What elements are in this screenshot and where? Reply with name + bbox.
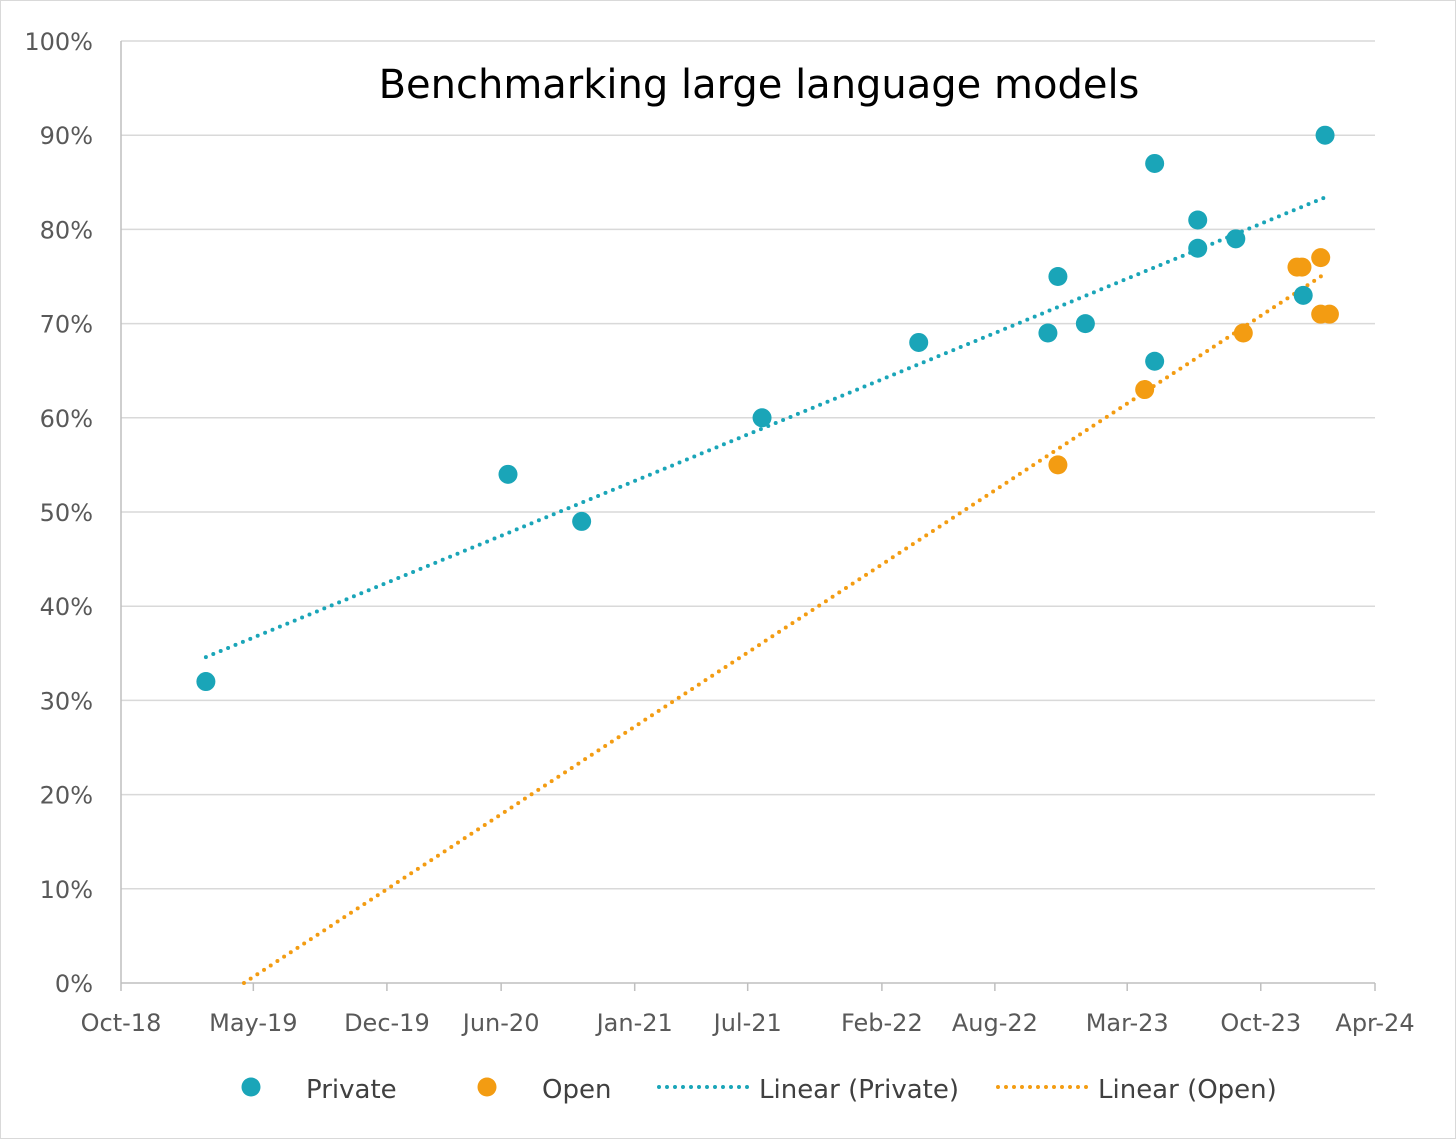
point-private [1145,153,1165,173]
y-tick-label: 10% [40,876,93,904]
x-tick-label: Apr-24 [1335,1009,1414,1037]
x-tick-label: Feb-22 [841,1009,923,1037]
point-open [1311,248,1331,268]
point-private [1038,323,1058,343]
x-tick-label: Aug-22 [952,1009,1038,1037]
point-open [1319,304,1339,324]
trendline-private [203,195,1328,660]
x-tick-label: May-19 [209,1009,297,1037]
y-axis-ticks: 0% 10% 20% 30% 40% 50% 60% 70% 80% 90% 100% [24,28,93,998]
y-tick-label: 80% [40,216,93,244]
x-tick-label: Mar-23 [1086,1009,1169,1037]
point-private [196,672,216,692]
y-tick-label: 100% [24,28,93,56]
point-open [1292,257,1312,277]
y-tick-label: 50% [40,499,93,527]
chart-title: Benchmarking large language models [379,62,1140,108]
data-points [196,125,1339,692]
legend-marker [477,1077,497,1097]
point-private [1293,285,1313,305]
y-tick-label: 60% [40,405,93,433]
legend-label: Linear (Private) [759,1075,959,1105]
point-private [1226,229,1246,249]
y-tick-label: 30% [40,687,93,715]
x-tick-label: Jul-21 [712,1009,782,1037]
y-tick-label: 90% [40,122,93,150]
y-tick-label: 70% [40,311,93,339]
point-private [909,332,929,352]
y-tick-label: 20% [40,782,93,810]
x-tick-label: Dec-19 [344,1009,430,1037]
legend-label: Open [542,1075,611,1105]
point-private [1075,314,1095,334]
legend-label: Linear (Open) [1098,1075,1277,1105]
point-private [1188,210,1208,230]
point-private [1048,267,1068,286]
point-private [1315,125,1335,145]
trendline-open [241,271,1328,985]
point-open [1233,323,1253,343]
point-open [1048,455,1068,475]
point-open [1135,380,1155,400]
point-private [572,511,592,531]
point-private [752,408,772,428]
y-tick-label: 40% [40,593,93,621]
x-tick-label: Jun-20 [461,1009,540,1037]
x-tick-label: Jan-21 [595,1009,673,1037]
trendlines [203,195,1328,985]
y-tick-label: 0% [55,970,93,998]
legend-label: Private [306,1075,397,1105]
point-private [1145,351,1165,371]
x-tick-label: Oct-18 [81,1009,162,1037]
x-axis-ticks: Oct-18 May-19 Dec-19 Jun-20 Jan-21 Jul-21 Feb-… [81,983,1415,1037]
point-private [1188,238,1208,258]
legend: Private Open Linear (Private) Linear (Open) [241,1075,1277,1105]
legend-marker [241,1077,261,1097]
y-gridlines [121,40,1375,890]
x-tick-label: Oct-23 [1220,1009,1301,1037]
point-private [498,464,518,484]
